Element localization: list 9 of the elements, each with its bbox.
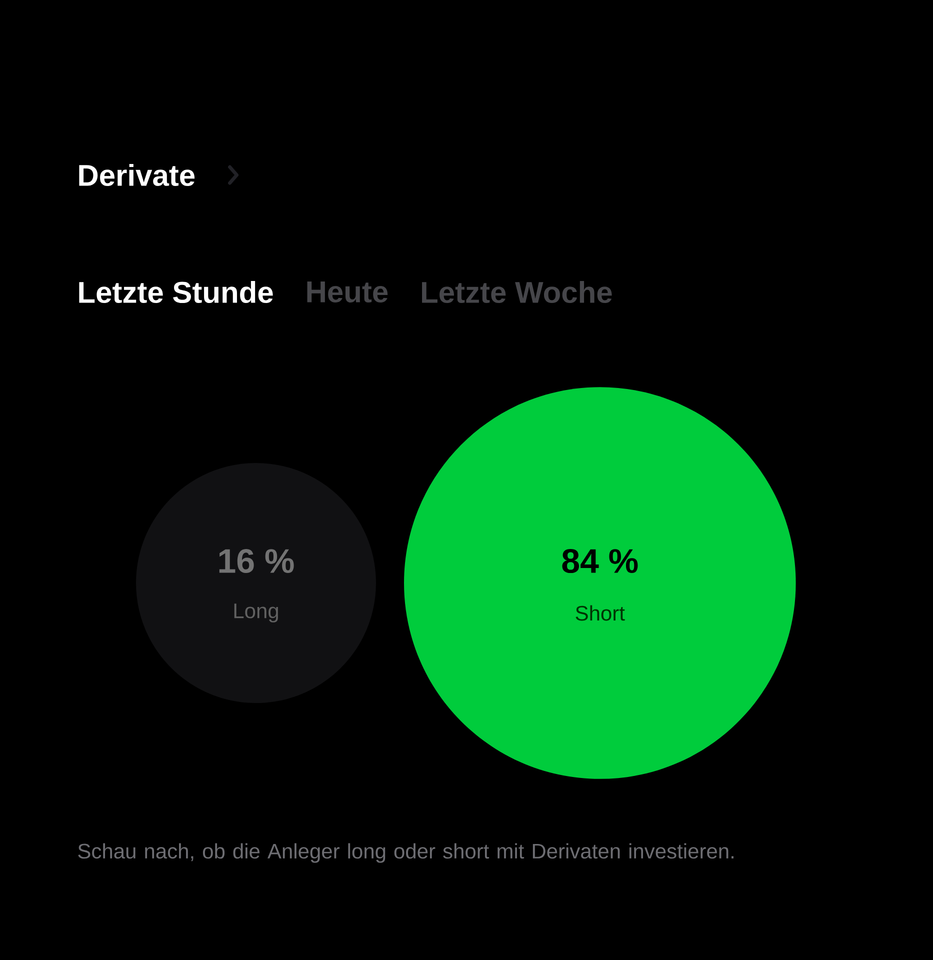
category-label: Short: [576, 605, 625, 621]
data-label: 16 %: [219, 548, 294, 574]
text: Derivate: [79, 164, 195, 186]
category-label: Long: [234, 604, 278, 622]
text: Schau nach, ob die Anleger long oder short mit Derivaten investieren.: [78, 843, 734, 863]
text: Heute: [307, 282, 388, 302]
text: Letzte Woche: [422, 281, 612, 304]
text: Letzte Stunde: [79, 281, 273, 304]
data-label: 84 %: [562, 548, 638, 574]
